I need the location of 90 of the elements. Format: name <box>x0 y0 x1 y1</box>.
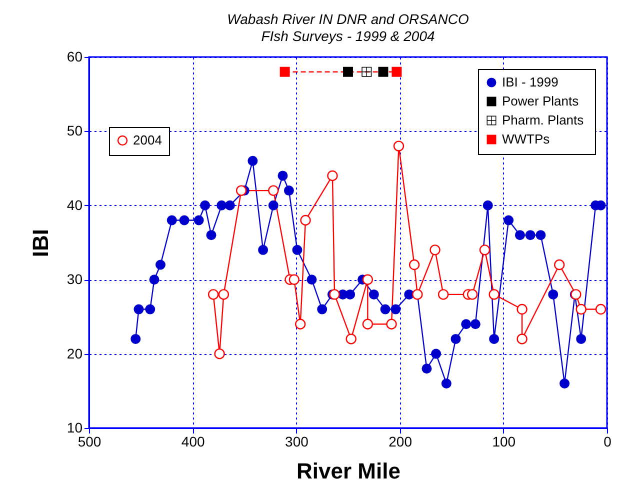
point <box>386 318 397 330</box>
point <box>466 289 478 300</box>
x-axis-title: River Mile <box>296 458 400 484</box>
point <box>393 140 404 152</box>
point <box>268 185 279 196</box>
y-tick-label: 20 <box>66 345 83 362</box>
point <box>422 364 432 374</box>
point <box>482 200 493 210</box>
point <box>576 304 586 315</box>
point <box>536 230 546 240</box>
legend-label: WWTPs <box>502 132 550 146</box>
point <box>461 319 472 330</box>
point <box>317 304 328 314</box>
point <box>380 304 390 314</box>
point <box>280 66 290 77</box>
legend-label: Power Plants <box>502 94 580 108</box>
point <box>284 186 294 196</box>
point <box>224 200 235 210</box>
point <box>368 289 379 300</box>
point <box>441 378 452 388</box>
point <box>516 304 528 315</box>
y-tick-label: 60 <box>66 48 83 64</box>
point <box>208 289 219 300</box>
point <box>329 289 340 300</box>
x-tick-label: 100 <box>492 434 516 450</box>
x-tick-label: 0 <box>604 434 612 450</box>
point <box>258 244 268 255</box>
point <box>200 200 210 210</box>
point <box>236 185 247 196</box>
point <box>278 170 288 181</box>
point <box>470 319 480 330</box>
point <box>214 348 225 360</box>
point <box>548 289 558 300</box>
point <box>438 289 449 300</box>
point <box>179 215 190 226</box>
point <box>576 334 586 344</box>
point <box>514 230 525 240</box>
point <box>292 244 302 255</box>
point <box>345 289 356 300</box>
point <box>431 348 442 359</box>
legend-label: IBI - 1999 <box>502 74 558 90</box>
point <box>489 334 500 344</box>
point <box>504 215 514 226</box>
x-tick-label: 500 <box>78 434 102 450</box>
point <box>130 334 141 344</box>
y-tick-label: 50 <box>66 122 83 139</box>
point <box>430 244 440 256</box>
y-tick-label: 40 <box>66 196 83 213</box>
point <box>560 378 570 388</box>
y-axis-title: IBI <box>28 228 53 258</box>
point <box>248 156 258 166</box>
point <box>378 66 388 77</box>
point <box>516 334 528 344</box>
point <box>392 66 402 77</box>
point <box>288 274 300 285</box>
point <box>525 230 536 240</box>
point <box>295 318 306 330</box>
point <box>306 274 317 285</box>
point <box>155 260 166 270</box>
point <box>488 289 500 300</box>
point <box>134 304 144 314</box>
point <box>206 230 216 240</box>
point <box>408 259 420 270</box>
point <box>218 289 230 300</box>
chart-subtitle: FIsh Surveys - 1999 & 2004 <box>261 28 435 44</box>
x-tick-label: 400 <box>181 434 205 450</box>
point <box>268 200 278 210</box>
point <box>149 274 160 285</box>
x-tick-label: 300 <box>285 434 309 450</box>
point <box>346 334 356 344</box>
point <box>166 215 177 226</box>
legend-label: 2004 <box>133 132 162 148</box>
point <box>343 66 353 77</box>
point <box>145 304 156 314</box>
point <box>362 274 374 285</box>
point <box>194 215 204 226</box>
point <box>479 244 490 256</box>
point <box>554 259 565 270</box>
point <box>450 334 461 344</box>
legend-label: Pharm. Plants <box>502 112 584 128</box>
y-tick-label: 10 <box>66 420 83 436</box>
point <box>390 304 401 314</box>
point <box>300 214 311 226</box>
y-tick-label: 30 <box>66 271 83 288</box>
point <box>362 318 374 330</box>
chart-title: Wabash River IN DNR and ORSANCO <box>227 11 469 27</box>
point <box>595 304 606 315</box>
x-tick-label: 200 <box>388 434 412 450</box>
point <box>327 170 338 182</box>
point <box>216 200 227 210</box>
